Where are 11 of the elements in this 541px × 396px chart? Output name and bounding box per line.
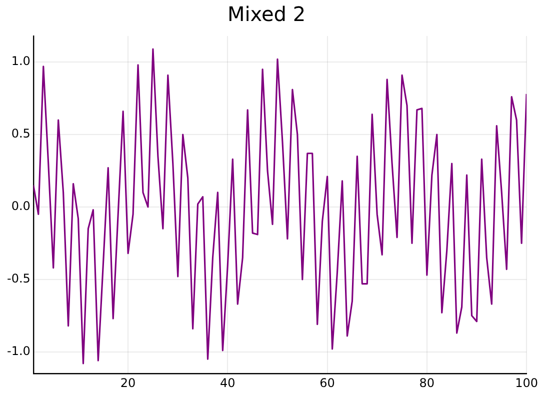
x-tick-label: 100 xyxy=(515,376,538,390)
x-tick-label: 20 xyxy=(120,376,136,390)
y-tick-label: 1.0 xyxy=(11,54,30,68)
x-tick-label: 40 xyxy=(220,376,236,390)
y-tick-label: 0.0 xyxy=(11,199,30,214)
chart-title: Mixed 2 xyxy=(227,2,306,26)
y-tick-label: -0.5 xyxy=(6,272,30,286)
y-tick-label: 0.5 xyxy=(11,126,30,141)
y-tick-label: -1.0 xyxy=(6,344,30,358)
x-tick-label: 80 xyxy=(419,376,435,390)
x-tick-label: 60 xyxy=(320,376,335,390)
